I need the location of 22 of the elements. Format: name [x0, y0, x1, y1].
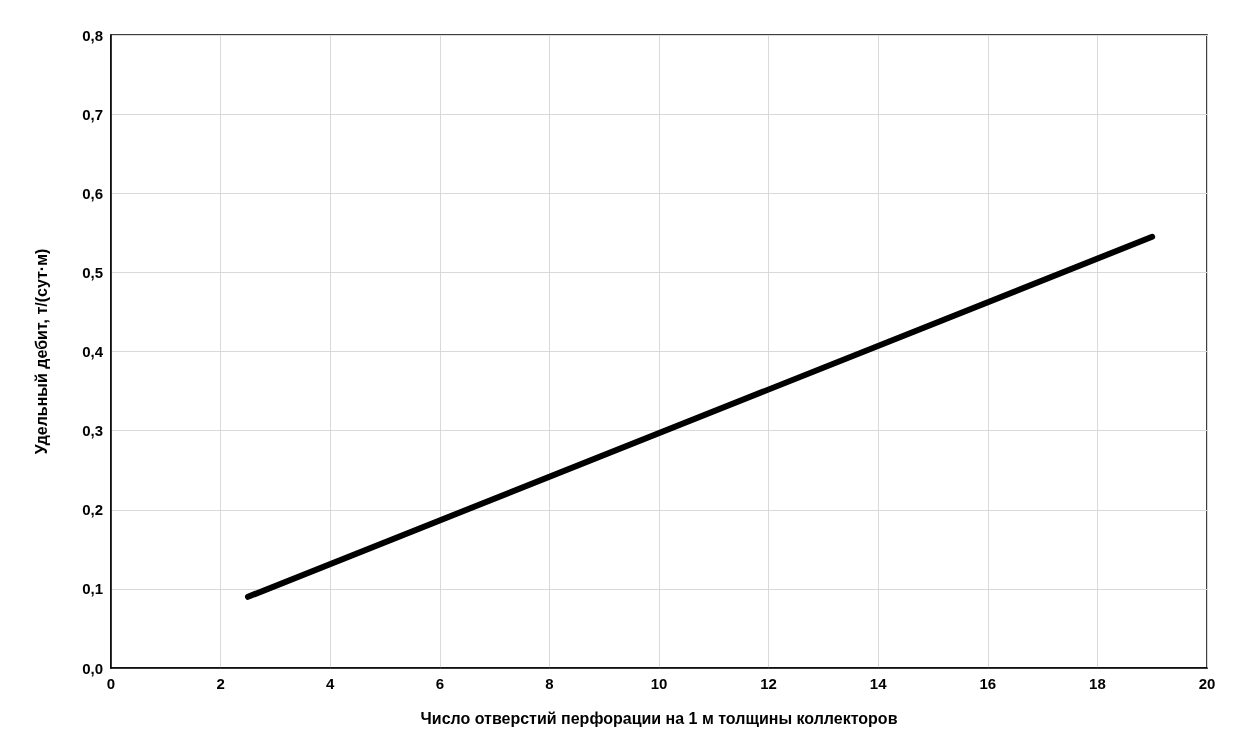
- x-tick-label: 6: [435, 675, 444, 692]
- y-axis-title: Удельный дебит, т/(сут·м): [32, 248, 50, 455]
- x-tick-label: 10: [650, 675, 668, 692]
- x-tick-label: 20: [1198, 675, 1216, 692]
- x-tick-label: 8: [545, 675, 554, 692]
- x-tick-label: 4: [326, 675, 336, 692]
- y-tick-label: 0,4: [82, 343, 104, 360]
- y-tick-label: 0,1: [82, 580, 103, 598]
- x-tick-label: 0: [106, 675, 116, 692]
- y-tick-label: 0,2: [82, 501, 103, 519]
- y-tick-label: 0,7: [82, 105, 103, 123]
- x-axis-title: Число отверстий перфорации на 1 м толщины коллекторов: [420, 709, 898, 727]
- x-tick-label: 2: [216, 675, 225, 692]
- y-tick-label: 0,6: [82, 184, 103, 202]
- y-tick-label: 0,0: [82, 659, 103, 677]
- x-tick-label: 14: [869, 675, 888, 692]
- x-tick-label: 16: [979, 675, 997, 692]
- y-tick-label: 0,8: [82, 26, 103, 44]
- x-tick-label: 12: [760, 675, 777, 692]
- x-tick-label: 18: [1089, 675, 1106, 692]
- y-tick-label: 0,5: [82, 263, 103, 281]
- y-tick-label: 0,3: [82, 422, 103, 440]
